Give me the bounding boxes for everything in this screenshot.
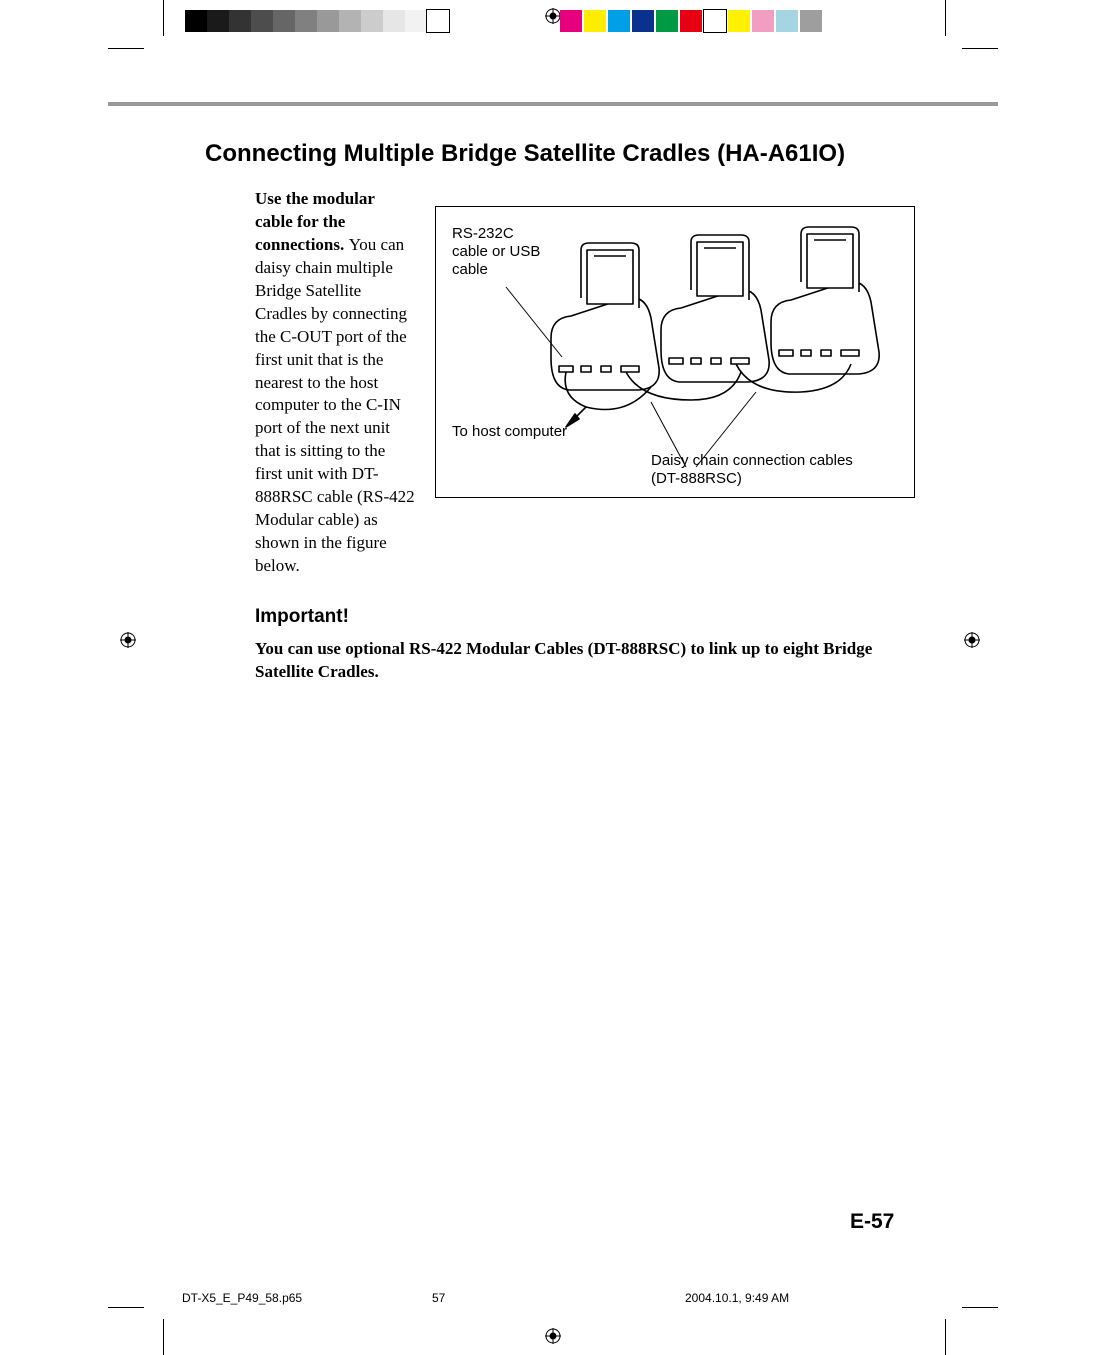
- swatch: [427, 10, 449, 32]
- printer-marks-bottom: DT-X5_E_P49_58.p65 57 2004.10.1, 9:49 AM: [0, 1283, 1113, 1353]
- crop-mark: [163, 0, 164, 36]
- figure-label-cable: RS-232C cable or USB cable: [452, 225, 542, 279]
- swatch: [207, 10, 229, 32]
- figure-label-daisy: Daisy chain connection cables (DT-888RSC…: [651, 452, 881, 488]
- swatch: [776, 10, 798, 32]
- crop-mark: [962, 48, 998, 49]
- important-heading: Important!: [255, 606, 915, 628]
- body-text: Use the modular cable for the connection…: [255, 188, 415, 578]
- page-title: Connecting Multiple Bridge Satellite Cra…: [205, 140, 915, 168]
- swatch: [656, 10, 678, 32]
- swatch: [361, 10, 383, 32]
- swatch: [800, 10, 822, 32]
- swatch: [405, 10, 427, 32]
- swatch: [752, 10, 774, 32]
- swatch: [560, 10, 582, 32]
- swatch: [704, 10, 726, 32]
- registration-mark-icon: [545, 1328, 561, 1344]
- swatch: [185, 10, 207, 32]
- crop-mark: [108, 48, 144, 49]
- page-number: E-57: [850, 1210, 894, 1234]
- registration-mark-icon: [120, 632, 136, 648]
- horizontal-rule: [108, 102, 998, 106]
- registration-mark-icon: [964, 632, 980, 648]
- swatch: [273, 10, 295, 32]
- page-content: Connecting Multiple Bridge Satellite Cra…: [205, 140, 915, 684]
- figure-label-host: To host computer: [452, 423, 567, 441]
- crop-mark: [945, 1319, 946, 1355]
- swatch: [251, 10, 273, 32]
- footer-page: 57: [432, 1291, 445, 1305]
- swatch: [584, 10, 606, 32]
- important-text: You can use optional RS-422 Modular Cabl…: [255, 638, 915, 684]
- footer-timestamp: 2004.10.1, 9:49 AM: [685, 1291, 789, 1305]
- body-columns: Use the modular cable for the connection…: [255, 188, 915, 578]
- figure-box: RS-232C cable or USB cable To host compu…: [435, 206, 915, 498]
- footer-filename: DT-X5_E_P49_58.p65: [182, 1291, 302, 1305]
- important-section: Important! You can use optional RS-422 M…: [255, 606, 915, 684]
- crop-mark: [163, 1319, 164, 1355]
- crop-mark: [962, 1307, 998, 1308]
- grayscale-swatches: [185, 10, 449, 32]
- figure-column: RS-232C cable or USB cable To host compu…: [435, 188, 915, 578]
- crop-mark: [108, 1307, 144, 1308]
- swatch: [229, 10, 251, 32]
- swatch: [632, 10, 654, 32]
- swatch: [317, 10, 339, 32]
- crop-mark: [945, 0, 946, 36]
- body-paragraph: You can daisy chain multiple Bridge Sate…: [255, 235, 415, 575]
- swatch: [339, 10, 361, 32]
- registration-mark-icon: [545, 8, 561, 24]
- swatch: [383, 10, 405, 32]
- swatch: [608, 10, 630, 32]
- swatch: [680, 10, 702, 32]
- swatch: [295, 10, 317, 32]
- swatch: [728, 10, 750, 32]
- color-swatches: [560, 10, 822, 32]
- printer-marks-top: [0, 0, 1113, 60]
